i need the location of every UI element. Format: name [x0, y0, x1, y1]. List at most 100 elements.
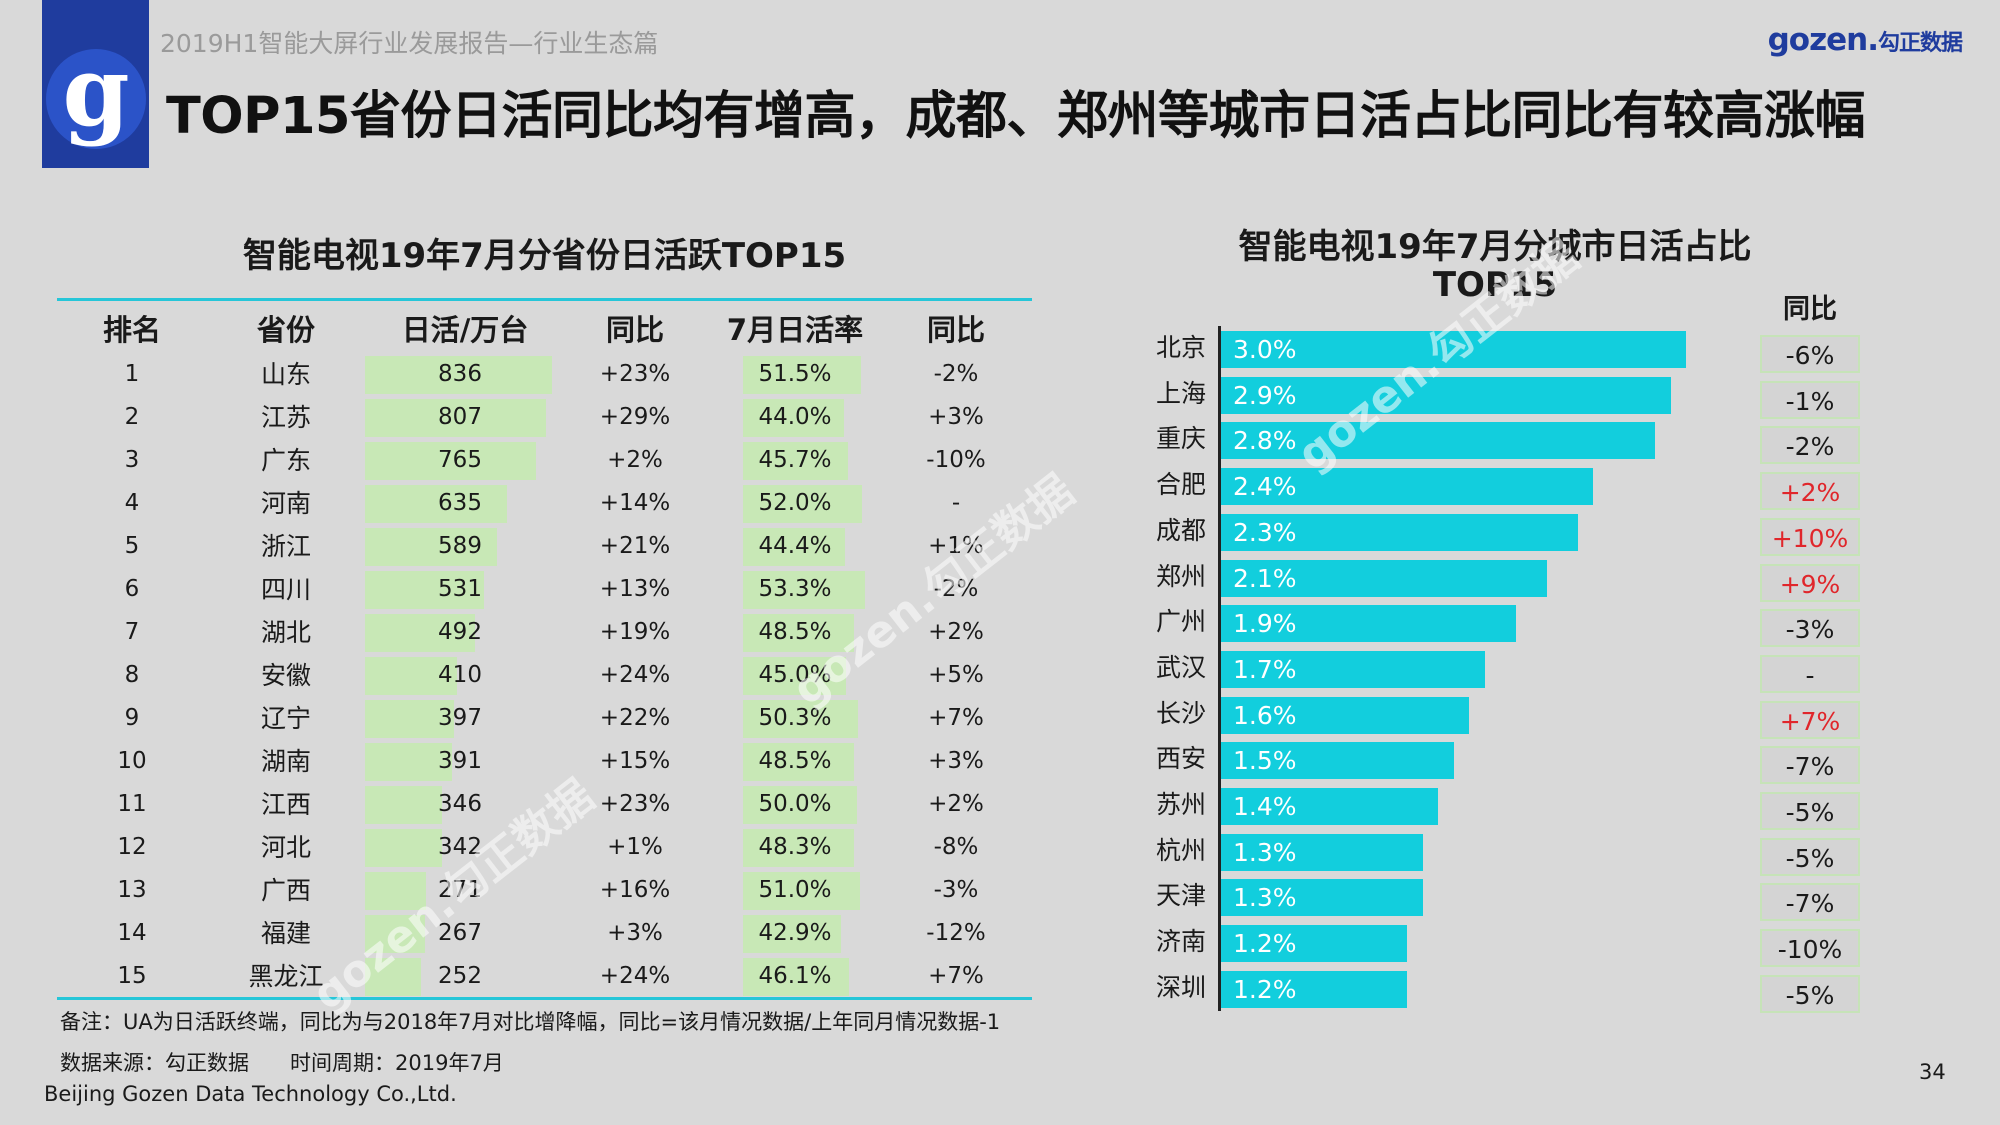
- city-label: 重庆: [1155, 424, 1206, 454]
- city-bar-value-label: 1.4%: [1233, 792, 1297, 821]
- dau-yoy-cell: +24%: [599, 662, 671, 688]
- city-bar: [1221, 742, 1454, 780]
- city-label: 杭州: [1155, 835, 1206, 865]
- city-yoy-value: -7%: [1760, 746, 1860, 785]
- province-cell: 黑龙江: [248, 962, 324, 991]
- dau-cell: 765: [438, 447, 482, 473]
- city-bar: [1221, 696, 1469, 734]
- dau-bar: [365, 571, 484, 609]
- rate-bar: [743, 657, 846, 695]
- column-header-rank: 排名: [102, 313, 161, 347]
- gozen-logo-icon: g: [46, 44, 146, 149]
- dau-bar: [365, 399, 546, 437]
- rate-cell: 42.9%: [758, 920, 832, 946]
- dau-cell: 391: [438, 748, 482, 774]
- city-bar-value-label: 3.0%: [1233, 335, 1297, 364]
- rate-yoy-cell: -12%: [926, 920, 986, 946]
- dau-bar: [365, 872, 426, 910]
- rank-cell: 13: [117, 877, 147, 903]
- rate-cell: 48.5%: [758, 748, 832, 774]
- city-yoy-value: +2%: [1760, 472, 1860, 511]
- company-name: Beijing Gozen Data Technology Co.,Ltd.: [44, 1082, 457, 1106]
- rank-cell: 15: [117, 963, 147, 989]
- dau-bar: [365, 356, 552, 394]
- province-cell: 江苏: [260, 403, 311, 432]
- dau-bar: [365, 528, 497, 566]
- city-bar: [1221, 422, 1655, 460]
- rate-bar: [743, 958, 849, 996]
- dau-yoy-cell: +14%: [599, 490, 671, 516]
- rate-bar: [743, 872, 860, 910]
- dau-bar: [365, 442, 537, 480]
- rate-yoy-cell: -3%: [933, 877, 979, 903]
- dau-cell: 346: [438, 791, 482, 817]
- dau-bar: [365, 743, 453, 781]
- city-label: 天津: [1155, 881, 1206, 911]
- rate-cell: 44.4%: [758, 533, 832, 559]
- rate-cell: 50.0%: [758, 791, 832, 817]
- rate-yoy-cell: +2%: [928, 791, 984, 817]
- city-bar-value-label: 1.5%: [1233, 746, 1297, 776]
- province-cell: 四川: [260, 575, 311, 604]
- rate-bar: [743, 399, 844, 437]
- province-cell: 河北: [260, 833, 311, 862]
- rate-bar: [743, 743, 854, 781]
- city-label: 深圳: [1155, 972, 1206, 1002]
- dau-bar: [365, 614, 476, 652]
- city-yoy-value: -2%: [1760, 426, 1860, 465]
- dau-bar: [365, 700, 454, 738]
- rate-yoy-cell: -: [951, 490, 961, 516]
- table-title: 智能电视19年7月分省份日活跃TOP15: [242, 236, 847, 276]
- city-bar: [1221, 879, 1423, 917]
- city-bar-value-label: 1.9%: [1233, 609, 1297, 639]
- rank-cell: 12: [117, 834, 147, 860]
- brand-en: gozen.: [1767, 22, 1879, 58]
- dau-cell: 410: [438, 662, 482, 688]
- rate-yoy-cell: -2%: [933, 361, 979, 387]
- rate-bar: [743, 485, 863, 523]
- city-bar: [1221, 970, 1407, 1008]
- rank-cell: 14: [117, 920, 147, 946]
- city-label: 合肥: [1155, 470, 1206, 500]
- city-bar: [1221, 833, 1423, 871]
- page-number: 34: [1919, 1060, 1946, 1084]
- rate-yoy-cell: +2%: [928, 619, 984, 645]
- rate-cell: 52.0%: [758, 490, 832, 516]
- city-yoy-value: +10%: [1760, 517, 1860, 556]
- rate-bar: [743, 614, 854, 652]
- province-cell: 湖南: [260, 747, 311, 776]
- brand-logo: gozen.勾正数据: [1767, 22, 1963, 58]
- province-cell: 广西: [260, 876, 311, 905]
- city-yoy-value: -1%: [1760, 380, 1860, 419]
- city-bar-value-label: 1.2%: [1233, 974, 1297, 1004]
- rank-cell: 4: [124, 490, 140, 516]
- rank-cell: 3: [124, 447, 140, 473]
- dau-cell: 397: [438, 705, 482, 731]
- rate-cell: 50.3%: [758, 705, 832, 731]
- city-bar: [1221, 513, 1578, 551]
- rate-bar: [743, 915, 842, 953]
- dau-bar: [365, 485, 508, 523]
- dau-bar: [365, 786, 443, 824]
- province-cell: 安徽: [260, 661, 311, 690]
- city-yoy-value: -: [1760, 654, 1860, 693]
- city-label: 成都: [1155, 515, 1206, 545]
- rank-cell: 11: [117, 791, 147, 817]
- city-label: 武汉: [1155, 652, 1206, 682]
- city-yoy-value: +7%: [1760, 700, 1860, 739]
- rate-yoy-cell: +1%: [928, 533, 984, 559]
- dau-cell: 271: [438, 877, 482, 903]
- rank-cell: 1: [124, 361, 140, 387]
- dau-yoy-cell: +3%: [607, 920, 663, 946]
- rate-bar: [743, 571, 865, 609]
- city-bar-value-label: 1.7%: [1233, 654, 1297, 684]
- city-bar-value-label: 2.1%: [1233, 563, 1297, 593]
- rate-bar: [743, 356, 861, 394]
- rate-bar: [743, 700, 859, 738]
- dau-yoy-cell: +15%: [599, 748, 671, 774]
- city-yoy-value: -6%: [1760, 335, 1860, 373]
- rate-cell: 48.5%: [758, 619, 832, 645]
- rate-bar: [743, 528, 845, 566]
- city-bar-value-label: 2.8%: [1233, 426, 1297, 456]
- dau-yoy-cell: +16%: [599, 877, 671, 903]
